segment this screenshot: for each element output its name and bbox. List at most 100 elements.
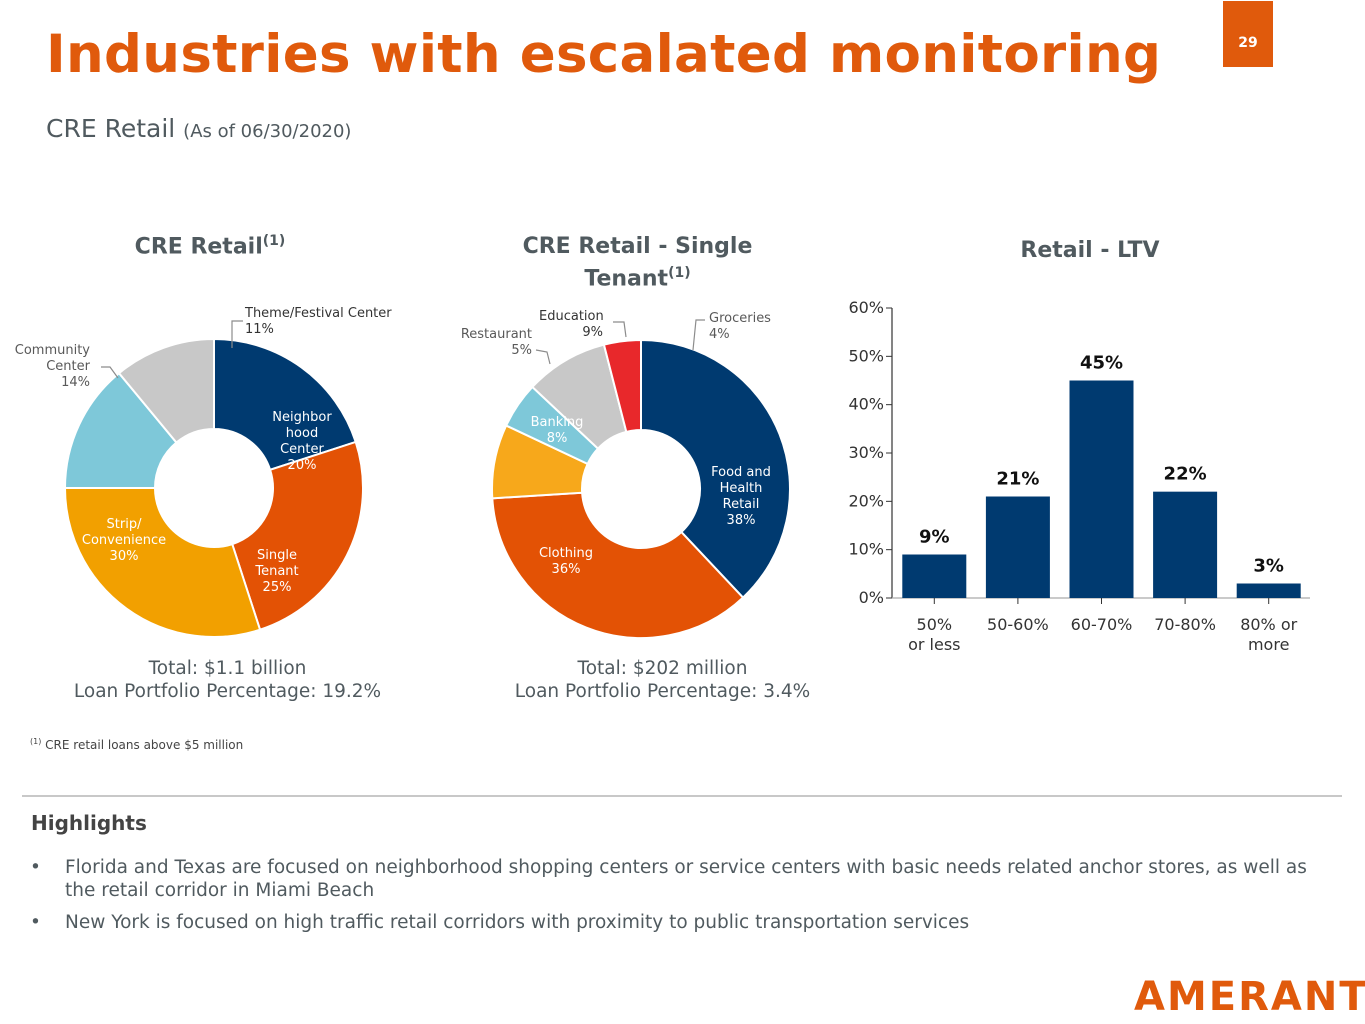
donut-chart-single-tenant [491,319,791,639]
x-tick-label: 50-60% [987,615,1049,634]
bar-chart-ltv: 0%10%20%30%40%50%60%9%50%or less21%50-60… [848,298,1310,654]
page-number: 29 [1223,1,1273,67]
chart1-title-text: CRE Retail [134,234,263,260]
d1-label-community-value: 14% [61,375,90,390]
d1-label-neighborhood-value: 20% [287,458,317,473]
page-title: Industries with escalated monitoring [46,24,1162,85]
highlight-text: Florida and Texas are focused on neighbo… [65,857,1307,901]
bar [1069,380,1134,598]
chart2-title: CRE Retail - Single Tenant(1) [500,233,775,292]
y-tick-label: 50% [848,346,884,365]
leader-line [101,366,119,379]
d2-label-education-value: 9% [582,325,603,340]
footnote-marker: (1) [30,737,42,746]
bar-value-label: 3% [1253,556,1284,577]
donut-slice [640,338,791,600]
subtitle-date: (As of 06/30/2020) [183,121,352,142]
y-tick-label: 60% [848,298,884,317]
bar [1153,491,1218,598]
bar [985,496,1050,598]
d1-totals: Total: $1.1 billion Loan Portfolio Perce… [30,657,425,703]
d1-label-strip-name: Strip/ Convenience [81,517,167,548]
d2-portfolio: Loan Portfolio Percentage: 3.4% [514,681,811,702]
d2-label-clothing-name: Clothing [538,546,594,561]
d2-total: Total: $202 million [577,658,748,679]
y-tick-label: 20% [848,491,884,510]
d2-label-clothing-value: 36% [551,562,581,577]
y-tick-label: 10% [848,540,884,559]
d1-label-neighborhood-name: Neighbor hood Center [272,410,332,457]
y-tick-label: 40% [848,395,884,414]
bar-value-label: 9% [919,527,950,548]
leader-line [231,320,243,348]
highlights-title: Highlights [31,811,147,835]
donut-slice [117,337,215,444]
d2-label-restaurant: Restaurant 5% [450,327,532,359]
d1-label-neighborhood: Neighbor hood Center 20% [262,410,342,474]
d2-label-restaurant-name: Restaurant [460,327,532,342]
bar-value-label: 22% [1164,464,1207,485]
donut-slice [491,491,745,639]
bullet-dot: • [30,912,41,933]
donut-slice [63,487,262,638]
d2-totals: Total: $202 million Loan Portfolio Perce… [470,657,855,703]
d2-label-banking-name: Banking [530,415,584,430]
d2-label-food-value: 38% [726,513,756,528]
footnote-text: CRE retail loans above $5 million [45,738,244,752]
d1-label-theme: Theme/Festival Center 11% [245,306,392,338]
bar [902,554,967,598]
bullet-dot: • [30,857,41,878]
d2-label-banking-value: 8% [546,431,568,446]
d2-label-groceries: Groceries 4% [709,311,771,343]
d2-label-groceries-value: 4% [709,327,730,342]
d1-label-strip-value: 30% [109,549,139,564]
d2-label-food: Food and Health Retail 38% [701,465,781,529]
chart1-title-sup: (1) [262,233,286,249]
highlight-text: New York is focused on high traffic reta… [65,912,970,933]
d2-label-groceries-name: Groceries [709,311,771,326]
x-tick-label: 80% or [1240,615,1297,634]
donut-slice [602,338,642,434]
chart2-title-sup: (1) [668,265,691,281]
d2-label-education-name: Education [539,309,604,324]
page-subtitle: CRE Retail (As of 06/30/2020) [46,114,351,143]
d1-label-single-name: Single Tenant [255,548,299,579]
x-tick-label: 70-80% [1154,615,1216,634]
bar-value-label: 21% [996,469,1039,490]
subtitle-main: CRE Retail [46,114,176,143]
d1-label-strip: Strip/ Convenience 30% [78,517,170,565]
d1-label-community: Community Center 14% [6,343,90,391]
leader-line [535,349,551,365]
leader-line [613,321,627,338]
y-tick-label: 30% [848,443,884,462]
donut-slice [213,337,357,472]
d2-label-restaurant-value: 5% [511,343,532,358]
footnote: (1) CRE retail loans above $5 million [30,737,243,752]
d2-label-banking: Banking 8% [522,415,592,447]
chart1-title: CRE Retail(1) [90,233,330,259]
bar-value-label: 45% [1080,353,1123,374]
leader-line [692,319,705,351]
d1-portfolio: Loan Portfolio Percentage: 19.2% [73,681,382,702]
d1-label-single: Single Tenant 25% [247,548,307,596]
d2-label-education: Education 9% [528,309,618,341]
donut-chart-cre-retail [63,320,364,638]
d1-label-single-value: 25% [262,580,292,595]
donut-slice [230,440,364,631]
chart2-title-text: CRE Retail - Single Tenant [522,234,753,292]
d1-label-community-name: Community Center [14,343,90,374]
x-tick-label: more [1248,635,1289,654]
x-tick-label: 60-70% [1071,615,1133,634]
d2-label-clothing: Clothing 36% [531,546,601,578]
x-tick-label: or less [908,635,960,654]
d1-total: Total: $1.1 billion [148,658,307,679]
bar [1236,583,1301,598]
chart3-title: Retail - LTV [1020,238,1160,263]
amerant-logo: AMERANT [1134,974,1365,1020]
divider [22,795,1342,797]
d1-label-theme-value: 11% [245,322,274,337]
x-tick-label: 50% [917,615,953,634]
d1-label-theme-name: Theme/Festival Center [245,306,392,321]
d2-label-food-name: Food and Health Retail [711,465,771,512]
y-tick-label: 0% [859,588,884,607]
